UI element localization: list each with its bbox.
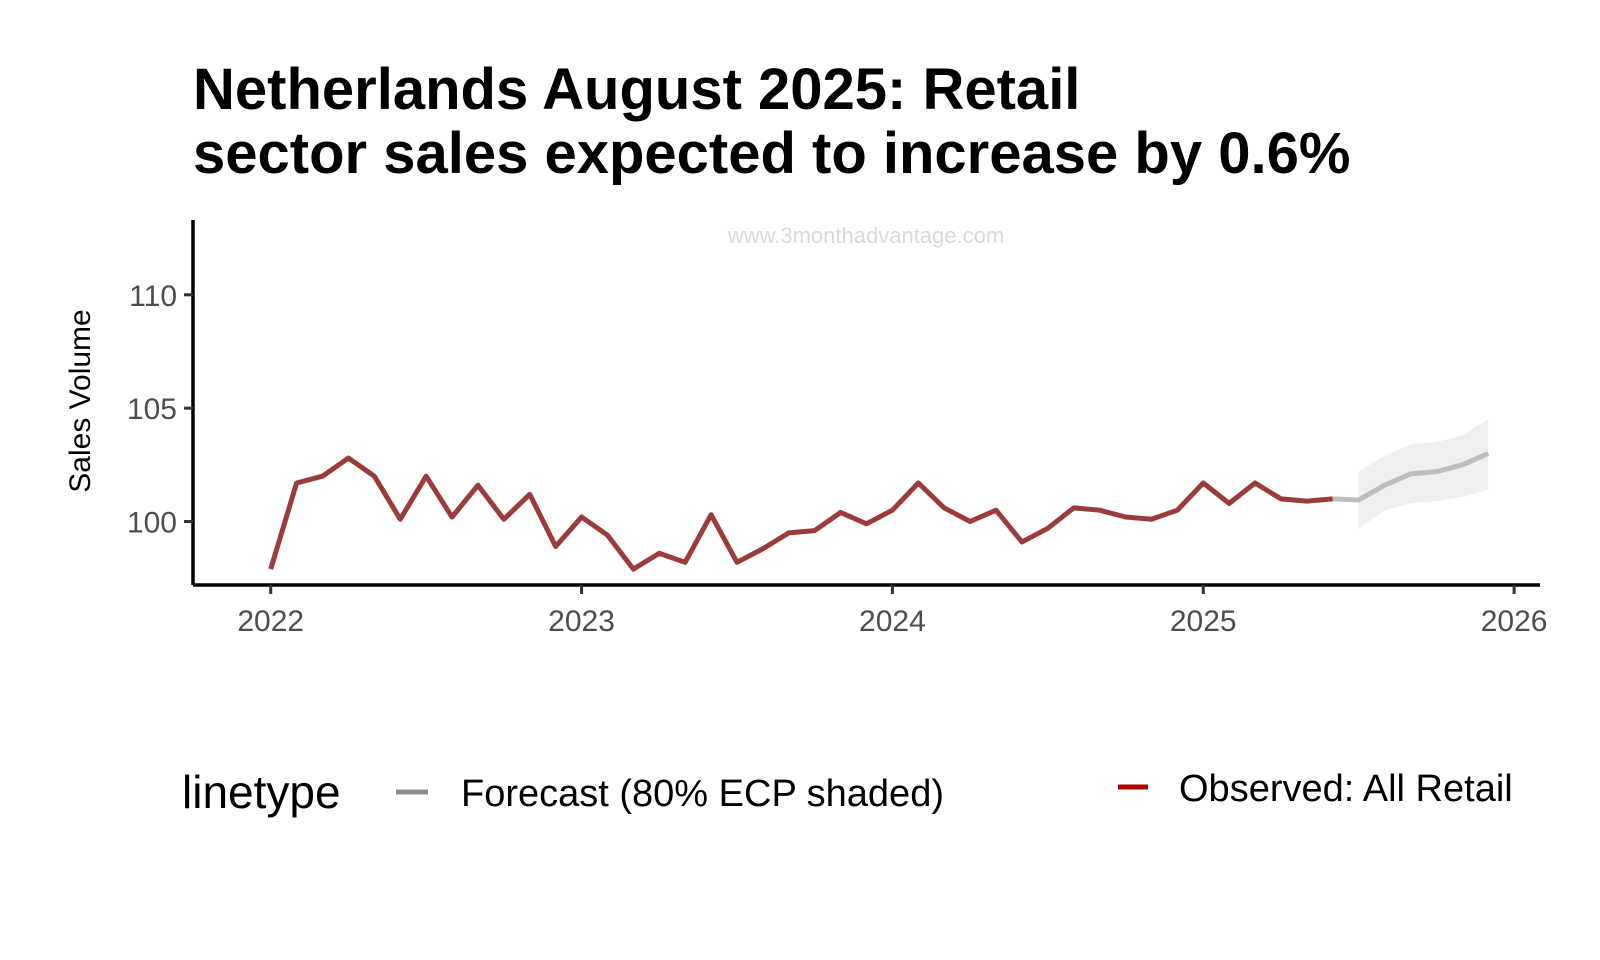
series-line-observed bbox=[268, 455, 1333, 572]
y-tick-label: 110 bbox=[129, 280, 177, 313]
x-tick-label: 2024 bbox=[859, 605, 926, 638]
watermark: www.3monthadvantage.com bbox=[727, 223, 1004, 248]
x-tick-label: 2026 bbox=[1481, 605, 1548, 638]
series-line-layer bbox=[268, 451, 1490, 572]
y-tick-label: 100 bbox=[127, 507, 177, 540]
x-tick-label: 2022 bbox=[237, 605, 304, 638]
legend: linetype Forecast (80% ECP shaded) Obser… bbox=[182, 766, 1513, 818]
x-tick-label: 2025 bbox=[1170, 605, 1237, 638]
chart-title-line-1: Netherlands August 2025: Retail bbox=[193, 57, 1081, 122]
y-tick-label: 105 bbox=[127, 393, 177, 426]
legend-label-observed: Observed: All Retail bbox=[1179, 768, 1513, 810]
chart-title-line-2: sector sales expected to increase by 0.6… bbox=[193, 121, 1351, 186]
legend-label-forecast: Forecast (80% ECP shaded) bbox=[461, 773, 944, 815]
axis-layer: 100 105 110 2022 2023 2024 2025 2026 bbox=[127, 220, 1548, 638]
x-tick-label: 2023 bbox=[548, 605, 615, 638]
chart-title: Netherlands August 2025: Retail sector s… bbox=[193, 58, 1350, 186]
y-axis-title: Sales Volume bbox=[64, 309, 97, 492]
legend-title: linetype bbox=[182, 766, 341, 818]
series-line-forecast bbox=[1332, 451, 1490, 503]
